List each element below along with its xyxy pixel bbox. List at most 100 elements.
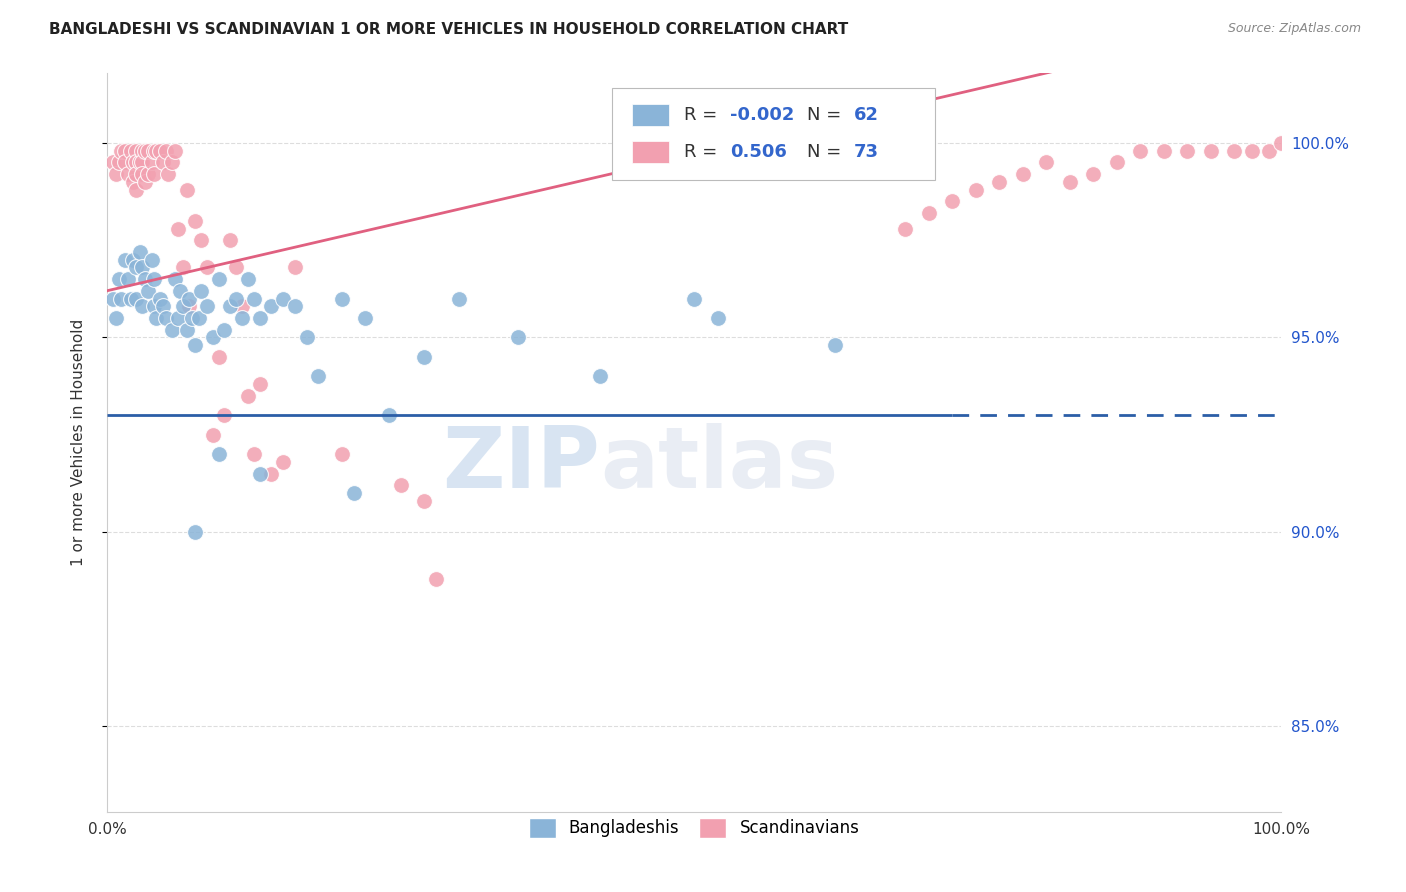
Point [184, 213, 207, 227]
Point [176, 183, 198, 197]
Point [143, 144, 166, 158]
Point [184, 524, 207, 539]
Point [105, 310, 128, 325]
Text: 62: 62 [853, 106, 879, 124]
Text: Source: ZipAtlas.com: Source: ZipAtlas.com [1227, 22, 1361, 36]
Point [145, 144, 167, 158]
Text: ZIP: ZIP [443, 423, 600, 506]
Point [131, 155, 153, 169]
Point [125, 183, 148, 197]
Point [122, 155, 145, 169]
Point [965, 183, 987, 197]
Text: N =: N = [807, 143, 846, 161]
Point [122, 175, 145, 189]
Point [988, 175, 1011, 189]
Point [706, 310, 728, 325]
Point [1270, 136, 1292, 150]
Point [249, 467, 271, 481]
Point [125, 292, 148, 306]
Point [114, 252, 136, 267]
Point [131, 299, 153, 313]
Point [231, 299, 253, 313]
Text: -0.002: -0.002 [731, 106, 794, 124]
FancyBboxPatch shape [631, 141, 669, 163]
Point [165, 144, 187, 158]
Point [378, 408, 401, 422]
Point [260, 299, 283, 313]
Point [824, 338, 846, 352]
Point [166, 310, 188, 325]
Point [129, 155, 152, 169]
Point [343, 486, 366, 500]
Point [105, 167, 128, 181]
Point [1105, 155, 1128, 169]
Point [131, 260, 153, 275]
Point [125, 167, 148, 181]
Point [1258, 144, 1281, 158]
Point [143, 272, 166, 286]
Point [180, 310, 202, 325]
Point [145, 310, 167, 325]
Point [589, 369, 612, 384]
Point [894, 221, 917, 235]
Y-axis label: 1 or more Vehicles in Household: 1 or more Vehicles in Household [72, 318, 86, 566]
Point [683, 292, 706, 306]
Point [449, 292, 471, 306]
Point [125, 260, 148, 275]
Point [141, 155, 163, 169]
Point [110, 144, 132, 158]
Point [354, 310, 377, 325]
Point [201, 427, 224, 442]
Point [155, 310, 177, 325]
Point [207, 350, 229, 364]
Text: BANGLADESHI VS SCANDINAVIAN 1 OR MORE VEHICLES IN HOUSEHOLD CORRELATION CHART: BANGLADESHI VS SCANDINAVIAN 1 OR MORE VE… [49, 22, 848, 37]
Point [1129, 144, 1152, 158]
Point [172, 299, 194, 313]
Point [284, 260, 307, 275]
Text: 73: 73 [853, 143, 879, 161]
Point [129, 244, 152, 259]
Point [131, 144, 153, 158]
FancyBboxPatch shape [631, 104, 669, 126]
Point [190, 284, 212, 298]
Point [1240, 144, 1263, 158]
Point [236, 272, 259, 286]
Point [1223, 144, 1246, 158]
Point [425, 572, 447, 586]
Point [114, 144, 136, 158]
Point [136, 167, 159, 181]
Point [143, 167, 166, 181]
Point [1035, 155, 1057, 169]
Point [330, 292, 353, 306]
Point [110, 292, 132, 306]
Point [101, 292, 124, 306]
Point [134, 144, 156, 158]
Point [284, 299, 307, 313]
Point [187, 310, 209, 325]
Point [160, 323, 183, 337]
Point [413, 493, 436, 508]
Point [1083, 167, 1105, 181]
Point [243, 447, 266, 461]
Point [413, 350, 436, 364]
Point [122, 252, 145, 267]
Point [506, 330, 529, 344]
Point [1175, 144, 1198, 158]
Point [108, 155, 131, 169]
Point [236, 389, 259, 403]
Point [1011, 167, 1033, 181]
Point [249, 310, 271, 325]
Point [219, 233, 242, 247]
Point [918, 206, 941, 220]
Point [201, 330, 224, 344]
Point [207, 272, 229, 286]
Point [176, 323, 198, 337]
Point [1153, 144, 1175, 158]
Point [117, 272, 139, 286]
Point [214, 323, 236, 337]
Point [149, 292, 172, 306]
Point [108, 272, 131, 286]
Legend: Bangladeshis, Scandinavians: Bangladeshis, Scandinavians [522, 812, 866, 844]
Point [125, 155, 148, 169]
Point [165, 272, 187, 286]
